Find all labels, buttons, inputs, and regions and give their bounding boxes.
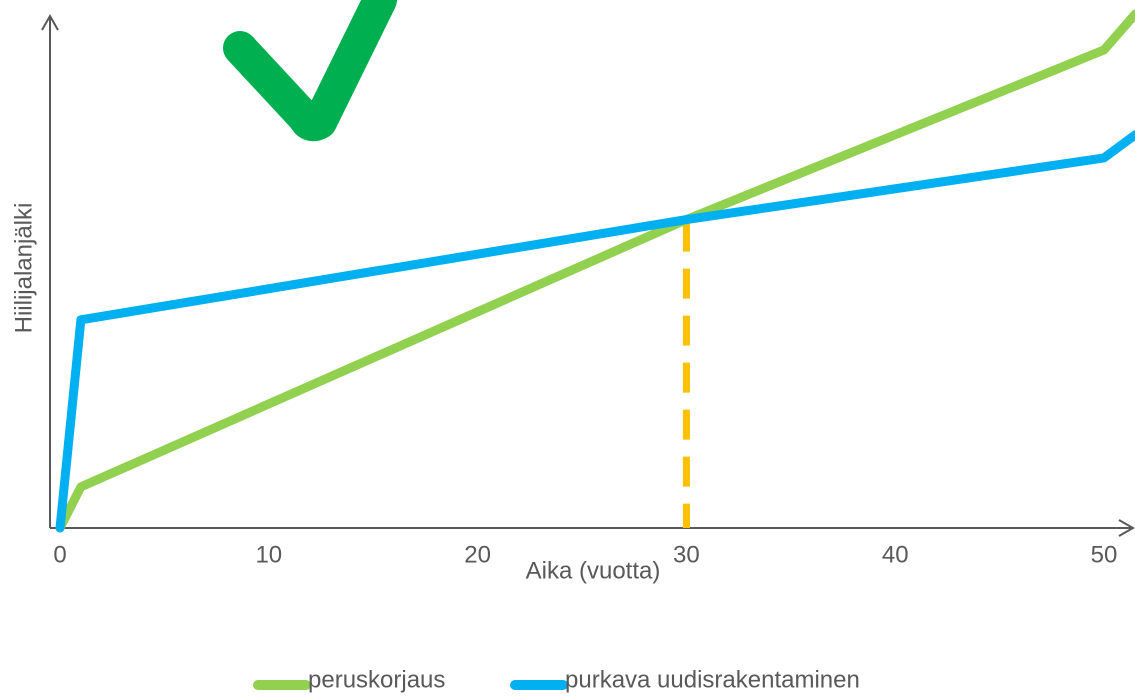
y-axis-arrow-icon: [41, 13, 59, 31]
x-tick-label-10: 10: [255, 541, 282, 568]
x-tick-label-40: 40: [882, 541, 909, 568]
x-tick-labels: 0 10 20 30 40 50: [53, 541, 1117, 568]
x-tick-label-30: 30: [673, 541, 700, 568]
x-axis-arrow-icon: [1118, 519, 1135, 537]
series-line-peruskorjaus: [55, 9, 1135, 533]
x-tick-label-0: 0: [53, 541, 66, 568]
series-lines: [55, 9, 1135, 533]
series-line-purkava-uudisrakentaminen: [55, 130, 1135, 533]
x-tick-label-20: 20: [464, 541, 491, 568]
legend: peruskorjaus purkava uudisrakentaminen: [253, 666, 860, 693]
x-tick-label-50: 50: [1091, 541, 1118, 568]
legend-label-purkava-uudisrakentaminen: purkava uudisrakentaminen: [565, 666, 860, 693]
axes: [41, 13, 1135, 537]
checkmark-icon: [223, 0, 397, 142]
legend-label-peruskorjaus: peruskorjaus: [308, 666, 445, 693]
x-axis-title: Aika (vuotta): [526, 557, 661, 584]
y-axis-title: Hiilijalanjälki: [10, 203, 37, 334]
